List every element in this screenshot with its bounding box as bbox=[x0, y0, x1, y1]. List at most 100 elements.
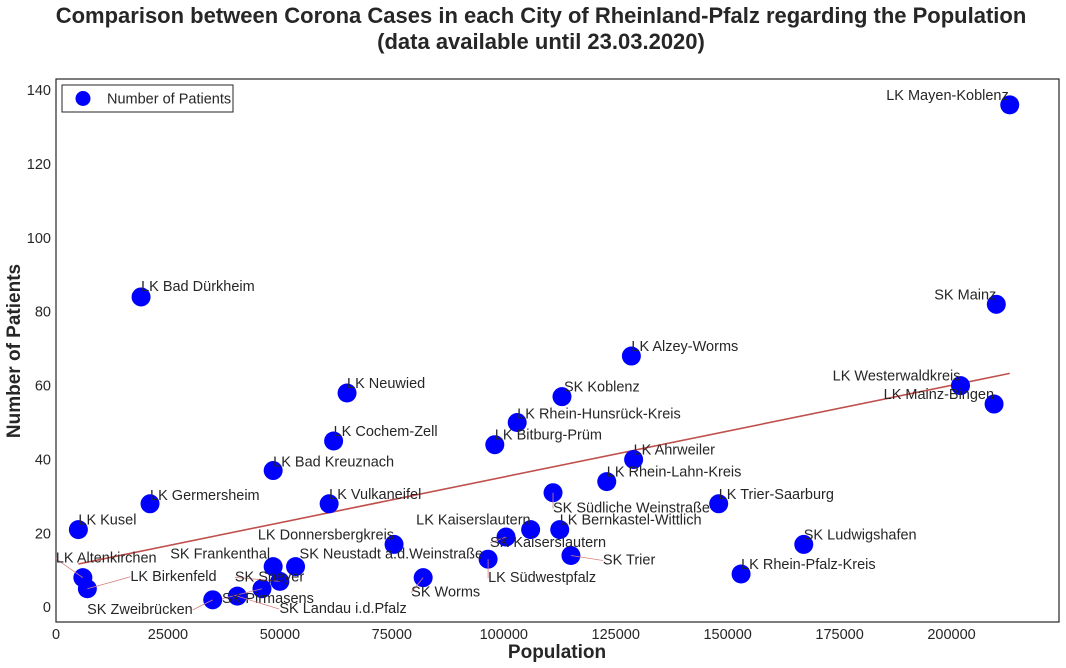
data-point bbox=[621, 346, 641, 366]
data-point bbox=[550, 520, 570, 540]
point-label: LK Altenkirchen bbox=[56, 551, 157, 567]
x-tick-label: 0 bbox=[52, 627, 60, 643]
point-label: SK Pirmasens bbox=[222, 591, 314, 607]
data-point bbox=[263, 557, 283, 577]
data-point bbox=[624, 449, 644, 469]
point-label: SK Südliche Weinstraße bbox=[553, 501, 710, 517]
data-point bbox=[986, 294, 1006, 314]
point-label: LK Alzey-Worms bbox=[631, 339, 738, 355]
x-tick-label: 100000 bbox=[480, 627, 528, 643]
point-label: LK Ahrweiler bbox=[634, 442, 716, 458]
label-leader-line bbox=[570, 555, 603, 561]
y-tick-label: 20 bbox=[35, 526, 51, 542]
point-label: SK Speyer bbox=[235, 569, 304, 585]
point-label: LK Bernkastel-Wittlich bbox=[560, 513, 702, 529]
x-tick-label: 25000 bbox=[148, 627, 188, 643]
point-label: LK Germersheim bbox=[150, 488, 260, 504]
data-point bbox=[68, 520, 88, 540]
point-label: SK Mainz bbox=[934, 287, 996, 303]
point-label: LK Bad Dürkheim bbox=[141, 279, 255, 295]
point-label: LK Neuwied bbox=[347, 376, 425, 392]
x-tick-label: 125000 bbox=[592, 627, 640, 643]
point-label: LK Rhein-Lahn-Kreis bbox=[607, 465, 742, 481]
point-label: LK Rhein-Pfalz-Kreis bbox=[741, 557, 876, 573]
chart-title-line: Comparison between Corona Cases in each … bbox=[55, 3, 1027, 28]
point-label: SK Worms bbox=[411, 585, 480, 601]
y-tick-label: 120 bbox=[27, 157, 51, 173]
data-points bbox=[68, 95, 1020, 610]
x-tick-label: 50000 bbox=[260, 627, 300, 643]
point-label: SK Neustadt a.d.Weinstraße bbox=[300, 547, 484, 563]
data-point bbox=[286, 557, 306, 577]
y-tick-label: 140 bbox=[27, 83, 51, 99]
point-label: LK Birkenfeld bbox=[130, 569, 216, 585]
data-point bbox=[521, 520, 541, 540]
data-point bbox=[319, 494, 339, 514]
point-label: LK Kaiserslautern bbox=[416, 513, 530, 529]
point-labels: LK Mayen-Koblenz LK Bad Dürkheim SK Mainz L… bbox=[55, 88, 1009, 618]
data-point bbox=[324, 431, 344, 451]
label-leader-line bbox=[234, 576, 280, 582]
point-label: LK Vulkaneifel bbox=[329, 487, 421, 503]
x-axis-title: Population bbox=[508, 642, 606, 663]
y-tick-label: 40 bbox=[35, 452, 51, 468]
y-tick-label: 0 bbox=[43, 600, 51, 616]
point-label: LK Trier-Saarburg bbox=[719, 487, 834, 503]
point-label: LK Mayen-Koblenz bbox=[886, 88, 1009, 104]
label-leader-line bbox=[87, 576, 131, 590]
legend: Number of Patients bbox=[61, 84, 234, 113]
point-label: LK Westerwaldkreis bbox=[833, 369, 961, 385]
label-leader-line bbox=[221, 588, 263, 600]
point-label: SK Landau i.d.Pfalz bbox=[279, 601, 406, 617]
data-point bbox=[731, 564, 751, 584]
label-leader-line bbox=[237, 595, 280, 610]
legend-box bbox=[61, 84, 234, 113]
y-axis-title: Number of Patients bbox=[4, 264, 25, 438]
point-label: SK Frankenthal bbox=[170, 547, 270, 563]
label-leader-line bbox=[410, 577, 424, 593]
point-label: SK Koblenz bbox=[564, 380, 640, 396]
y-tick-label: 60 bbox=[35, 379, 51, 395]
point-label: LK Bitburg-Prüm bbox=[495, 428, 602, 444]
data-point bbox=[794, 534, 814, 554]
trend-line bbox=[78, 372, 1010, 565]
chart-title: Comparison between Corona Cases in each … bbox=[0, 3, 1066, 55]
label-leader-line bbox=[192, 599, 213, 611]
point-label: LK Südwestpfalz bbox=[488, 570, 596, 586]
y-axis: 0 20 40 60 80 100 120 140 bbox=[27, 83, 51, 616]
data-point bbox=[263, 461, 283, 481]
data-point bbox=[337, 383, 357, 403]
point-label: LK Mainz-Bingen bbox=[884, 387, 994, 403]
point-label: SK Zweibrücken bbox=[87, 602, 193, 618]
point-label: LK Cochem-Zell bbox=[334, 424, 438, 440]
data-point bbox=[950, 376, 970, 396]
point-label: LK Donnersbergkreis bbox=[258, 527, 394, 543]
point-label: LK Bad Kreuznach bbox=[273, 455, 394, 471]
legend-marker bbox=[75, 91, 91, 106]
point-label: LK Rhein-Hunsrück-Kreis bbox=[517, 407, 681, 423]
data-point bbox=[131, 287, 151, 307]
data-point bbox=[384, 534, 404, 554]
chart-subtitle: (data available until 23.03.2020) bbox=[377, 29, 705, 54]
data-point bbox=[709, 494, 729, 514]
label-leader-line bbox=[489, 536, 507, 544]
x-axis: 0 25000 50000 75000 100000 125000 150000 175000… bbox=[52, 627, 976, 643]
data-point bbox=[507, 413, 527, 433]
x-tick-label: 75000 bbox=[372, 627, 412, 643]
legend-label: Number of Patients bbox=[107, 92, 231, 108]
point-label: SK Trier bbox=[603, 553, 656, 569]
x-tick-label: 150000 bbox=[703, 627, 751, 643]
y-tick-label: 80 bbox=[35, 305, 51, 321]
data-point bbox=[552, 387, 572, 407]
data-point bbox=[496, 527, 516, 547]
point-label: SK Ludwigshafen bbox=[804, 527, 917, 543]
point-label: LK Kusel bbox=[78, 513, 136, 529]
y-tick-label: 100 bbox=[27, 231, 51, 247]
x-tick-label: 175000 bbox=[815, 627, 863, 643]
data-point bbox=[485, 435, 505, 455]
data-point bbox=[1000, 95, 1020, 115]
data-point bbox=[597, 472, 617, 492]
label-leader-line bbox=[55, 558, 84, 579]
x-tick-label: 200000 bbox=[927, 627, 975, 643]
